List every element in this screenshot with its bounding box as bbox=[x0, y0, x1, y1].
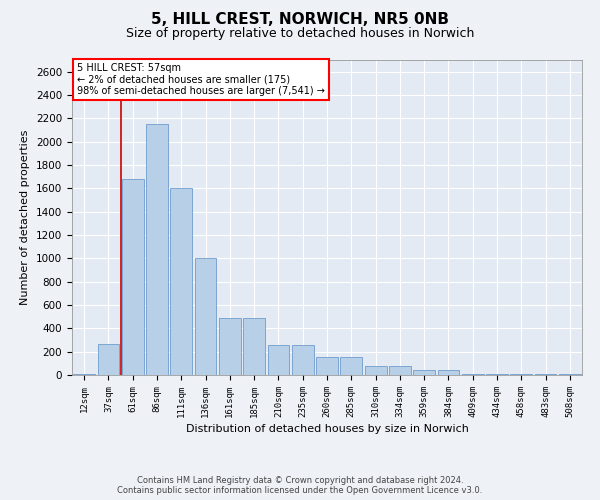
Bar bbox=[268, 344, 289, 375]
Bar bbox=[486, 374, 508, 375]
Bar bbox=[170, 188, 192, 375]
Bar bbox=[243, 318, 265, 375]
Bar bbox=[559, 374, 581, 375]
Bar bbox=[97, 344, 119, 375]
Bar bbox=[340, 357, 362, 375]
Bar bbox=[413, 370, 435, 375]
Bar bbox=[462, 374, 484, 375]
Bar bbox=[437, 370, 460, 375]
Text: Size of property relative to detached houses in Norwich: Size of property relative to detached ho… bbox=[126, 28, 474, 40]
Bar bbox=[194, 258, 217, 375]
Bar bbox=[316, 357, 338, 375]
Bar bbox=[73, 374, 95, 375]
Y-axis label: Number of detached properties: Number of detached properties bbox=[20, 130, 31, 305]
Text: Contains HM Land Registry data © Crown copyright and database right 2024.
Contai: Contains HM Land Registry data © Crown c… bbox=[118, 476, 482, 495]
Bar bbox=[122, 179, 143, 375]
X-axis label: Distribution of detached houses by size in Norwich: Distribution of detached houses by size … bbox=[185, 424, 469, 434]
Text: 5 HILL CREST: 57sqm
← 2% of detached houses are smaller (175)
98% of semi-detach: 5 HILL CREST: 57sqm ← 2% of detached hou… bbox=[77, 63, 325, 96]
Bar bbox=[365, 366, 386, 375]
Bar bbox=[535, 374, 556, 375]
Bar bbox=[511, 374, 532, 375]
Bar bbox=[292, 344, 314, 375]
Bar bbox=[146, 124, 168, 375]
Bar bbox=[389, 366, 411, 375]
Text: 5, HILL CREST, NORWICH, NR5 0NB: 5, HILL CREST, NORWICH, NR5 0NB bbox=[151, 12, 449, 28]
Bar bbox=[219, 318, 241, 375]
